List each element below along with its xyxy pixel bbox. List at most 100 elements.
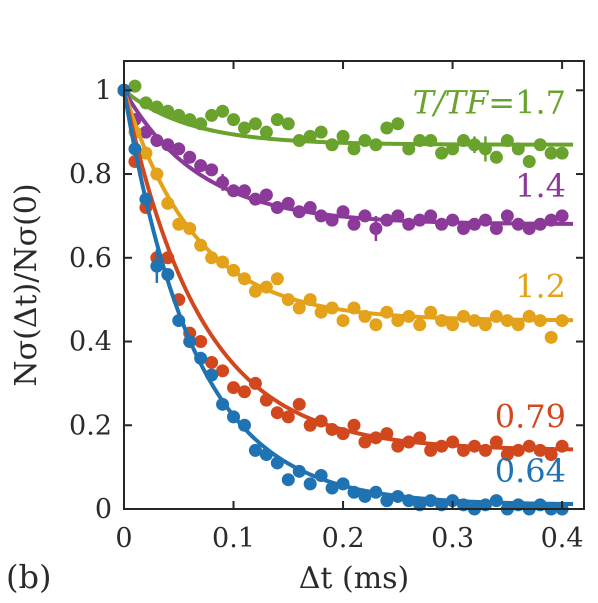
data-point bbox=[172, 217, 186, 231]
data-point bbox=[325, 422, 339, 436]
data-point bbox=[347, 217, 361, 231]
data-point bbox=[446, 318, 460, 332]
data-point bbox=[183, 113, 197, 127]
x-axis-title: Δt (ms) bbox=[299, 561, 410, 596]
data-point bbox=[435, 146, 449, 160]
data-point bbox=[259, 125, 273, 139]
series-group bbox=[117, 79, 574, 168]
data-point bbox=[446, 494, 460, 508]
data-point bbox=[555, 146, 569, 160]
data-point bbox=[413, 318, 427, 332]
data-point bbox=[237, 121, 251, 135]
data-point bbox=[500, 134, 514, 148]
data-point bbox=[369, 318, 383, 332]
data-point bbox=[489, 309, 503, 323]
data-point bbox=[424, 494, 438, 508]
data-point bbox=[522, 309, 536, 323]
data-point bbox=[292, 301, 306, 315]
data-point bbox=[270, 406, 284, 420]
data-point bbox=[500, 314, 514, 328]
series-value: 0.79 bbox=[495, 397, 566, 435]
data-point bbox=[413, 213, 427, 227]
data-point bbox=[314, 209, 328, 223]
data-point bbox=[380, 121, 394, 135]
data-point bbox=[237, 418, 251, 432]
data-point bbox=[544, 330, 558, 344]
data-point bbox=[237, 272, 251, 286]
data-point bbox=[292, 205, 306, 219]
data-point bbox=[478, 213, 492, 227]
data-point bbox=[358, 489, 372, 503]
series-layer bbox=[117, 79, 574, 516]
data-point bbox=[457, 221, 471, 235]
data-point bbox=[533, 138, 547, 152]
data-point bbox=[303, 201, 317, 215]
data-point bbox=[139, 192, 153, 206]
data-point bbox=[248, 443, 262, 457]
data-point bbox=[205, 355, 219, 369]
series-label: 0.64 bbox=[495, 452, 566, 490]
data-point bbox=[183, 150, 197, 164]
y-tick-label: 0.8 bbox=[69, 159, 112, 190]
data-point bbox=[325, 481, 339, 495]
data-point bbox=[248, 284, 262, 298]
data-point bbox=[139, 125, 153, 139]
data-point bbox=[478, 443, 492, 457]
series-value: 1.2 bbox=[515, 268, 566, 306]
x-tick-label: 0.4 bbox=[541, 523, 584, 554]
data-point bbox=[489, 435, 503, 449]
series-label: T/TF=1.7 bbox=[413, 83, 566, 121]
data-point bbox=[292, 464, 306, 478]
y-tick-label: 0.4 bbox=[69, 327, 112, 358]
data-point bbox=[216, 255, 230, 269]
data-point bbox=[325, 301, 339, 315]
data-point bbox=[281, 293, 295, 307]
data-point bbox=[511, 142, 525, 156]
data-point bbox=[303, 418, 317, 432]
data-point bbox=[489, 150, 503, 164]
data-point bbox=[194, 335, 208, 349]
series-value: 1.7 bbox=[515, 83, 566, 121]
data-point bbox=[194, 159, 208, 173]
data-point bbox=[424, 209, 438, 223]
data-point bbox=[227, 410, 241, 424]
data-point bbox=[336, 477, 350, 491]
data-point bbox=[314, 125, 328, 139]
data-point bbox=[446, 142, 460, 156]
data-point bbox=[402, 309, 416, 323]
data-point bbox=[336, 314, 350, 328]
data-point bbox=[522, 439, 536, 453]
data-point bbox=[402, 142, 416, 156]
data-point bbox=[555, 439, 569, 453]
data-point bbox=[270, 113, 284, 127]
data-point bbox=[380, 427, 394, 441]
data-point bbox=[402, 435, 416, 449]
data-point bbox=[259, 393, 273, 407]
series-group bbox=[117, 83, 574, 242]
data-point bbox=[259, 448, 273, 462]
data-point bbox=[292, 397, 306, 411]
data-point bbox=[424, 305, 438, 319]
data-point bbox=[358, 209, 372, 223]
data-point bbox=[402, 217, 416, 231]
data-point bbox=[270, 201, 284, 215]
data-point bbox=[380, 305, 394, 319]
data-point bbox=[237, 184, 251, 198]
data-point bbox=[259, 280, 273, 294]
data-point bbox=[172, 314, 186, 328]
data-point bbox=[128, 142, 142, 156]
data-point bbox=[161, 196, 175, 210]
data-point bbox=[478, 142, 492, 156]
data-point bbox=[139, 146, 153, 160]
data-point bbox=[380, 494, 394, 508]
data-point bbox=[435, 314, 449, 328]
data-point bbox=[227, 381, 241, 395]
data-point bbox=[172, 142, 186, 156]
data-point bbox=[205, 163, 219, 177]
data-point bbox=[391, 117, 405, 131]
data-point bbox=[281, 473, 295, 487]
data-point bbox=[161, 104, 175, 118]
data-point bbox=[380, 213, 394, 227]
data-point bbox=[533, 314, 547, 328]
data-point bbox=[402, 494, 416, 508]
